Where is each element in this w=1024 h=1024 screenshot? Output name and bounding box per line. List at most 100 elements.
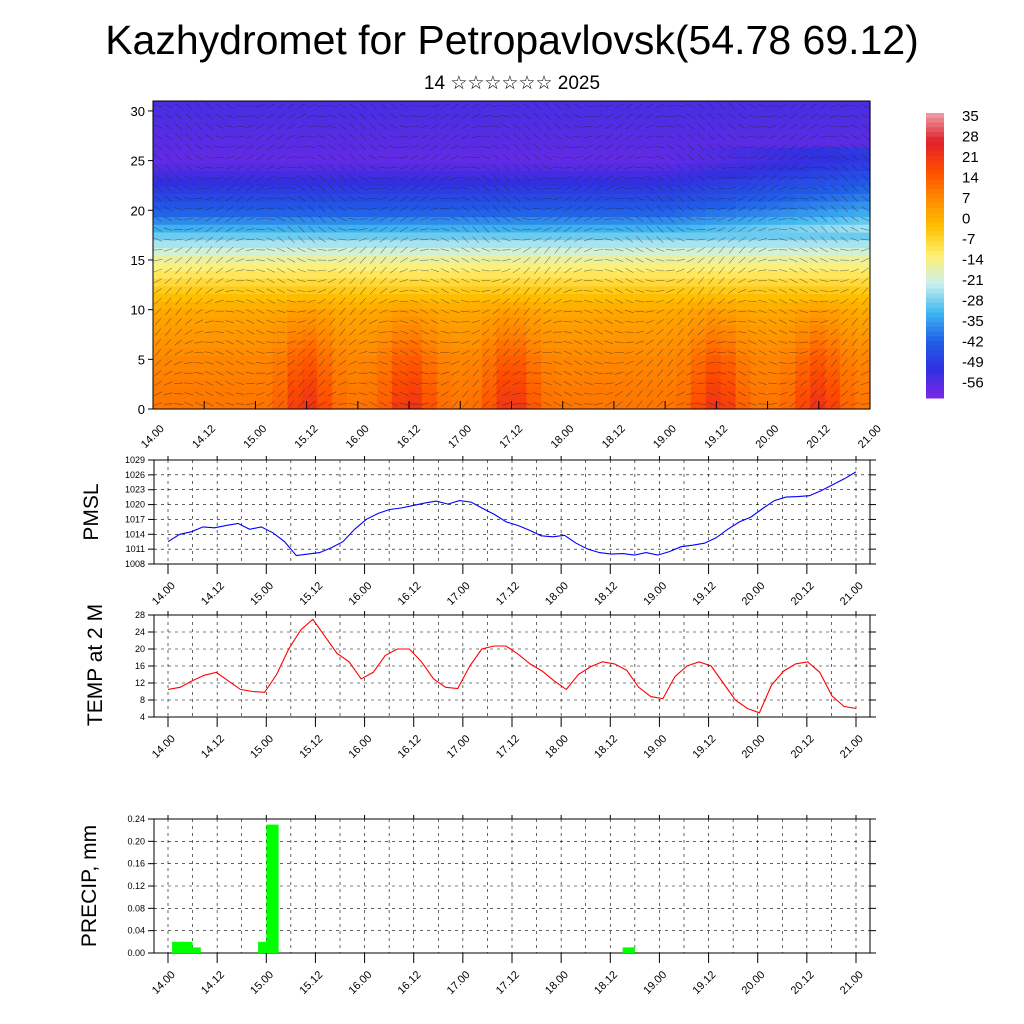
heatmap-cell <box>511 170 528 179</box>
heatmap-cell <box>855 201 871 210</box>
heatmap-cell <box>855 224 871 233</box>
wind-barb <box>205 102 213 110</box>
wind-barb <box>706 392 716 396</box>
heatmap-cell <box>601 162 617 171</box>
heatmap-cell <box>765 324 781 333</box>
wind-barb <box>154 195 162 202</box>
heatmap-cell <box>466 378 483 387</box>
heatmap-cell <box>511 285 528 295</box>
wind-barb <box>440 248 450 252</box>
heatmap-cell <box>645 285 662 295</box>
heatmap-cell <box>317 193 333 202</box>
wind-barb <box>523 287 530 295</box>
y-tick-label: 1020 <box>125 500 145 510</box>
heatmap-cell <box>436 347 453 356</box>
wind-barb <box>840 154 849 160</box>
wind-barb <box>737 350 747 355</box>
wind-barb <box>379 155 388 159</box>
wind-barb <box>214 146 224 149</box>
wind-barb <box>420 164 429 171</box>
heatmap-cell <box>825 393 841 402</box>
heatmap-cell <box>855 131 871 141</box>
wind-barb <box>554 277 562 284</box>
wind-barb <box>686 248 696 252</box>
heatmap-cell <box>466 147 483 156</box>
heatmap-cell <box>406 231 423 241</box>
heatmap-cell <box>825 332 841 341</box>
wind-barb <box>708 277 715 285</box>
wind-barb <box>266 362 276 364</box>
wind-barb <box>378 331 388 333</box>
wind-barb <box>584 329 593 335</box>
heatmap-cell <box>451 193 468 202</box>
wind-barb <box>574 185 583 191</box>
wind-barb <box>409 290 419 292</box>
heatmap-cell <box>332 139 348 148</box>
wind-barb <box>194 391 204 396</box>
wind-barb <box>758 299 767 303</box>
wind-barb <box>861 195 869 202</box>
heatmap-cell <box>765 262 781 271</box>
wind-barb <box>829 114 839 118</box>
heatmap-cell <box>436 162 453 171</box>
wind-barb <box>461 145 470 149</box>
wind-barb <box>820 349 828 356</box>
heatmap-cell <box>392 108 408 117</box>
wind-barb <box>502 124 511 129</box>
heatmap-cell <box>436 339 453 348</box>
heatmap-cell <box>855 308 871 318</box>
heatmap-cell <box>586 108 602 117</box>
heatmap-cell <box>392 301 408 310</box>
heatmap-cell <box>242 239 259 248</box>
wind-barb <box>204 320 214 324</box>
wind-barb <box>757 115 768 117</box>
heatmap-cell <box>556 201 572 210</box>
heatmap-cell <box>631 216 647 225</box>
wind-barb <box>573 340 583 345</box>
wind-barb <box>225 237 234 242</box>
wind-barb <box>707 154 715 161</box>
wind-barb <box>737 289 747 293</box>
heatmap-cell <box>631 185 647 194</box>
heatmap-cell <box>287 162 303 171</box>
wind-barb <box>307 125 317 128</box>
heatmap-cell <box>287 216 303 225</box>
wind-barb <box>789 268 798 273</box>
heatmap-cell <box>332 131 348 141</box>
wind-barb <box>522 350 531 356</box>
wind-barb <box>788 319 798 324</box>
heatmap-cell <box>735 270 752 279</box>
heatmap-cell <box>541 231 557 241</box>
heatmap-cell <box>810 339 826 348</box>
y-tick-label: 24 <box>135 627 145 637</box>
wind-barb <box>573 156 583 159</box>
heatmap-cell <box>840 293 856 302</box>
wind-barb <box>738 113 747 119</box>
wind-barb <box>819 247 829 253</box>
heatmap-cell <box>392 147 408 156</box>
colorbar-swatch <box>926 265 944 271</box>
wind-barb <box>748 103 757 109</box>
wind-barb <box>850 114 860 118</box>
heatmap-cell <box>377 370 393 379</box>
wind-barb <box>707 123 715 131</box>
wind-barb <box>850 237 860 242</box>
heatmap-cell <box>720 324 737 333</box>
heatmap-cell <box>765 170 781 179</box>
wind-barb <box>276 247 286 252</box>
heatmap-cell <box>631 131 647 141</box>
heatmap-cell <box>690 324 707 333</box>
heatmap-cell <box>302 139 318 148</box>
heatmap-cell <box>153 139 169 148</box>
wind-barb <box>472 359 480 367</box>
heatmap-cell <box>332 185 348 194</box>
heatmap-cell <box>227 162 244 171</box>
wind-barb <box>563 166 573 169</box>
wind-barb <box>389 289 398 293</box>
wind-barb <box>861 338 869 346</box>
wind-barb <box>820 215 828 223</box>
heatmap-cell <box>182 247 199 256</box>
heatmap-cell <box>601 139 617 148</box>
wind-barb <box>810 369 818 377</box>
wind-barb <box>472 400 479 408</box>
